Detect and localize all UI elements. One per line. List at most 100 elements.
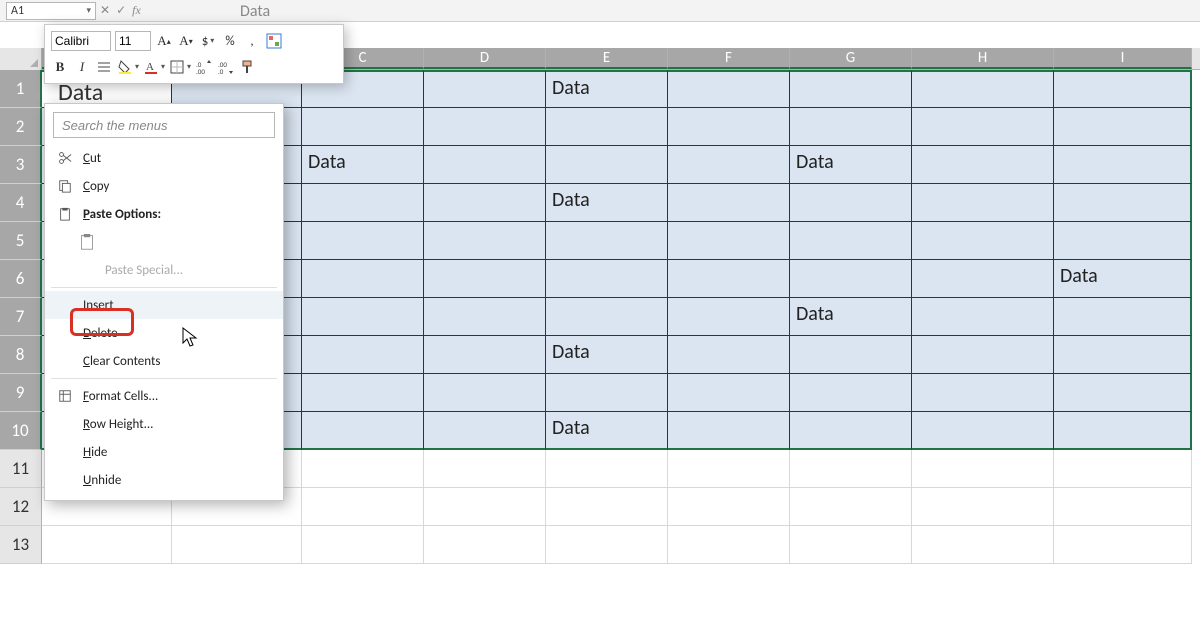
cell-g1[interactable]: [790, 70, 912, 108]
row-header-3[interactable]: 3: [0, 146, 42, 184]
menu-item-paste_icon[interactable]: [45, 228, 283, 256]
cell-i10[interactable]: [1054, 412, 1192, 450]
menu-item-copy[interactable]: Copy: [45, 172, 283, 200]
menu-item-delete[interactable]: Delete: [45, 319, 283, 347]
comma-style-button[interactable]: ,: [243, 31, 261, 51]
cell-d5[interactable]: [424, 222, 546, 260]
cell-c8[interactable]: [302, 336, 424, 374]
cell-i9[interactable]: [1054, 374, 1192, 412]
cell-d8[interactable]: [424, 336, 546, 374]
cell-h10[interactable]: [912, 412, 1054, 450]
cell-i11[interactable]: [1054, 450, 1192, 488]
cell-g8[interactable]: [790, 336, 912, 374]
cell-d9[interactable]: [424, 374, 546, 412]
cell-c12[interactable]: [302, 488, 424, 526]
cell-e10[interactable]: Data: [546, 412, 668, 450]
cell-f1[interactable]: [668, 70, 790, 108]
cell-g13[interactable]: [790, 526, 912, 564]
cell-b13[interactable]: [172, 526, 302, 564]
cell-c2[interactable]: [302, 108, 424, 146]
cell-e1[interactable]: Data: [546, 70, 668, 108]
font-size-select[interactable]: [115, 31, 151, 51]
cell-i4[interactable]: [1054, 184, 1192, 222]
column-header-g[interactable]: G: [790, 48, 912, 69]
cell-d12[interactable]: [424, 488, 546, 526]
cell-c4[interactable]: [302, 184, 424, 222]
cell-g10[interactable]: [790, 412, 912, 450]
cell-i1[interactable]: [1054, 70, 1192, 108]
cell-f5[interactable]: [668, 222, 790, 260]
cell-f9[interactable]: [668, 374, 790, 412]
row-header-4[interactable]: 4: [0, 184, 42, 222]
cell-h11[interactable]: [912, 450, 1054, 488]
cell-i8[interactable]: [1054, 336, 1192, 374]
cell-i2[interactable]: [1054, 108, 1192, 146]
cell-h13[interactable]: [912, 526, 1054, 564]
row-header-5[interactable]: 5: [0, 222, 42, 260]
row-header-8[interactable]: 8: [0, 336, 42, 374]
cell-i13[interactable]: [1054, 526, 1192, 564]
cell-i3[interactable]: [1054, 146, 1192, 184]
menu-item-unhide[interactable]: Unhide: [45, 466, 283, 494]
cell-e7[interactable]: [546, 298, 668, 336]
cell-e6[interactable]: [546, 260, 668, 298]
cell-g12[interactable]: [790, 488, 912, 526]
fill-color-button[interactable]: [117, 57, 139, 77]
italic-button[interactable]: I: [73, 57, 91, 77]
column-header-d[interactable]: D: [424, 48, 546, 69]
cell-g2[interactable]: [790, 108, 912, 146]
row-header-7[interactable]: 7: [0, 298, 42, 336]
menu-item-row_height[interactable]: Row Height...: [45, 410, 283, 438]
cell-f4[interactable]: [668, 184, 790, 222]
cell-g4[interactable]: [790, 184, 912, 222]
menu-search-input[interactable]: [53, 112, 275, 138]
cell-d4[interactable]: [424, 184, 546, 222]
row-header-1[interactable]: 1: [0, 70, 42, 108]
menu-item-hide[interactable]: Hide: [45, 438, 283, 466]
conditional-format-icon[interactable]: [265, 31, 283, 51]
column-header-i[interactable]: I: [1054, 48, 1192, 69]
cell-f2[interactable]: [668, 108, 790, 146]
cell-c5[interactable]: [302, 222, 424, 260]
cell-i5[interactable]: [1054, 222, 1192, 260]
cell-d1[interactable]: [424, 70, 546, 108]
cell-f13[interactable]: [668, 526, 790, 564]
cell-g11[interactable]: [790, 450, 912, 488]
cell-i12[interactable]: [1054, 488, 1192, 526]
cell-h5[interactable]: [912, 222, 1054, 260]
cell-h4[interactable]: [912, 184, 1054, 222]
cell-d7[interactable]: [424, 298, 546, 336]
cell-f8[interactable]: [668, 336, 790, 374]
row-header-13[interactable]: 13: [0, 526, 42, 564]
cell-d13[interactable]: [424, 526, 546, 564]
row-header-2[interactable]: 2: [0, 108, 42, 146]
increase-decimal-button[interactable]: .0.00: [195, 57, 213, 77]
menu-item-clear[interactable]: Clear Contents: [45, 347, 283, 375]
cell-h1[interactable]: [912, 70, 1054, 108]
cell-d10[interactable]: [424, 412, 546, 450]
increase-font-button[interactable]: A▴: [155, 31, 173, 51]
name-box[interactable]: A1 ▾: [6, 2, 96, 20]
cell-i6[interactable]: Data: [1054, 260, 1192, 298]
decrease-decimal-button[interactable]: .00.0: [217, 57, 235, 77]
cell-e8[interactable]: Data: [546, 336, 668, 374]
menu-item-insert[interactable]: Insert: [45, 291, 283, 319]
cell-e3[interactable]: [546, 146, 668, 184]
cell-i7[interactable]: [1054, 298, 1192, 336]
cell-c9[interactable]: [302, 374, 424, 412]
row-header-11[interactable]: 11: [0, 450, 42, 488]
row-header-9[interactable]: 9: [0, 374, 42, 412]
font-name-select[interactable]: [51, 31, 111, 51]
cell-h9[interactable]: [912, 374, 1054, 412]
cell-d6[interactable]: [424, 260, 546, 298]
cell-c7[interactable]: [302, 298, 424, 336]
cell-c6[interactable]: [302, 260, 424, 298]
menu-item-paste_options[interactable]: Paste Options:: [45, 200, 283, 228]
cell-e5[interactable]: [546, 222, 668, 260]
cell-e4[interactable]: Data: [546, 184, 668, 222]
cell-c10[interactable]: [302, 412, 424, 450]
decrease-font-button[interactable]: A▾: [177, 31, 195, 51]
cell-c13[interactable]: [302, 526, 424, 564]
fx-icon[interactable]: fx: [132, 3, 141, 18]
cell-f10[interactable]: [668, 412, 790, 450]
